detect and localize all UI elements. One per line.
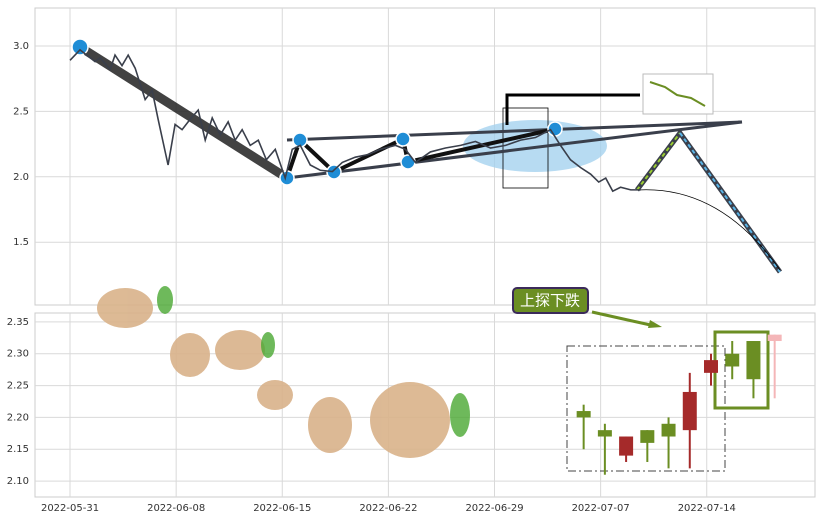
y-tick-label: 2.35 <box>7 317 29 328</box>
pivot-points <box>71 38 563 186</box>
candle-body <box>767 334 782 342</box>
candle-body <box>661 423 676 437</box>
trend-line <box>77 43 290 182</box>
annotation-text: 上探下跌 <box>520 292 580 310</box>
triangle-line <box>286 120 743 180</box>
y-tick-label: 2.15 <box>7 444 29 455</box>
candle-body <box>725 353 740 367</box>
y-tick-label: 2.5 <box>13 106 29 117</box>
forecast-up <box>636 132 681 191</box>
thumbnail <box>642 73 714 115</box>
y-tick-label: 2.25 <box>7 381 29 392</box>
candle-body <box>597 430 612 437</box>
y-tick-label: 2.30 <box>7 349 29 360</box>
y-tick-label: 2.0 <box>13 172 29 183</box>
candle-body <box>576 411 591 418</box>
forecast-curve <box>636 189 781 271</box>
y-tick-label: 2.10 <box>7 476 29 487</box>
x-tick-label: 2022-06-08 <box>147 503 205 514</box>
x-tick-label: 2022-06-22 <box>359 503 417 514</box>
annotation-arrow <box>591 310 656 328</box>
y-tick-label: 1.5 <box>13 237 29 248</box>
thumbnail-candles <box>649 81 706 107</box>
candle-body <box>619 436 634 456</box>
candle-body <box>640 430 655 443</box>
arrow <box>505 93 640 125</box>
mascot-accent <box>157 286 470 437</box>
candle-body <box>704 360 718 373</box>
candle-body <box>746 341 761 380</box>
price-line <box>69 48 641 193</box>
x-tick-label: 2022-07-14 <box>678 503 736 514</box>
annotation-box <box>512 287 589 314</box>
y-tick-label: 2.20 <box>7 412 29 423</box>
x-tick-label: 2022-06-15 <box>253 503 311 514</box>
y-tick-label: 3.0 <box>13 41 29 52</box>
candle-body <box>682 391 697 431</box>
mascot-decoration <box>97 288 450 458</box>
zoom-box <box>502 107 549 189</box>
pattern-overlay <box>71 38 783 472</box>
x-tick-label: 2022-06-29 <box>465 503 523 514</box>
x-tick-label: 2022-07-07 <box>572 503 630 514</box>
annotation-arrowhead <box>648 320 662 328</box>
x-tick-label: 2022-05-31 <box>41 503 99 514</box>
